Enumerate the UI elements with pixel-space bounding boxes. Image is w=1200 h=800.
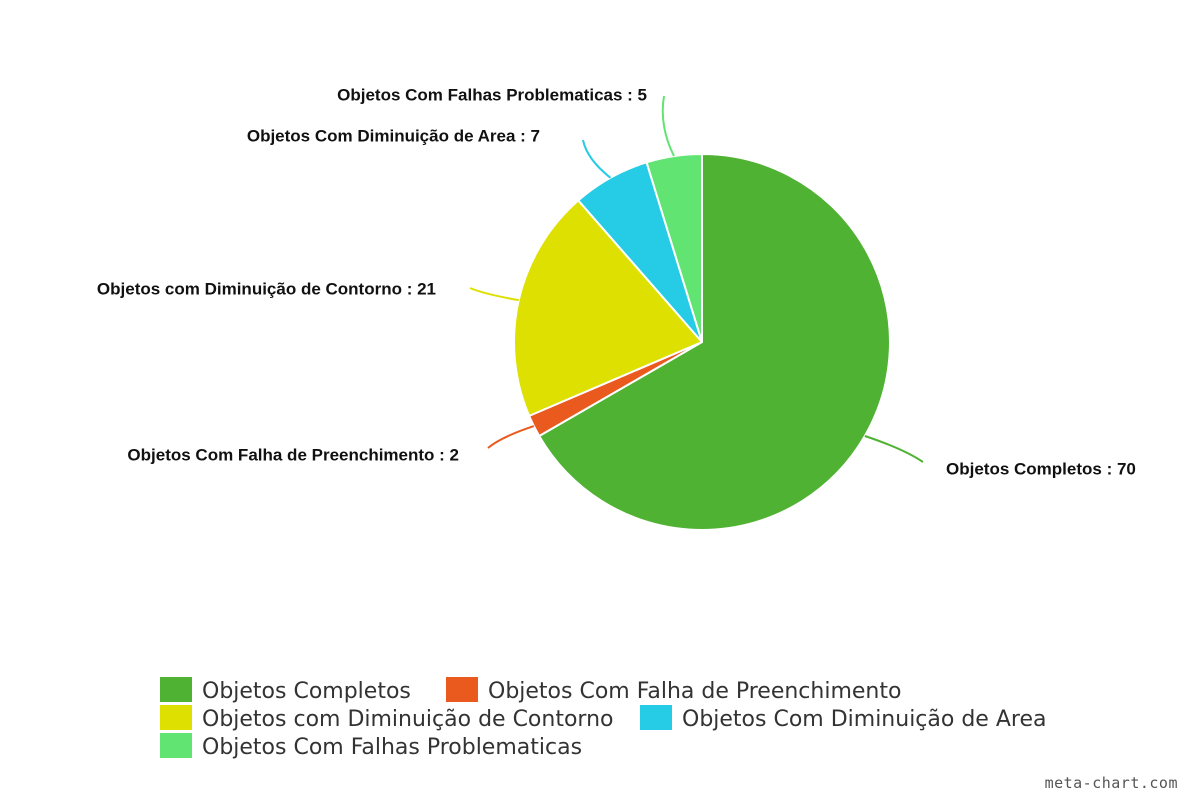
data-label-objetos-com-falhas-problematicas: Objetos Com Falhas Problematicas : 5	[337, 85, 647, 104]
legend-item-objetos-com-diminuicao-de-area[interactable]: Objetos Com Diminuição de Area	[640, 705, 1046, 732]
leader-line-objetos-com-falhas-problematicas	[661, 95, 675, 157]
legend-item-objetos-completos[interactable]: Objetos Completos	[160, 677, 411, 704]
legend-swatch	[640, 705, 672, 730]
legend-label: Objetos Com Falhas Problematicas	[202, 735, 582, 760]
legend-swatch	[160, 705, 192, 730]
legend-item-objetos-com-falhas-problematicas[interactable]: Objetos Com Falhas Problematicas	[160, 733, 582, 760]
legend-label: Objetos Com Diminuição de Area	[682, 707, 1046, 732]
pie-slice-objetos-com-diminuicao-de-contorno[interactable]	[513, 199, 703, 417]
legend-label: Objetos Com Falha de Preenchimento	[488, 679, 901, 704]
pie-slice-objetos-completos[interactable]	[538, 153, 891, 531]
legend: Objetos Completos Objetos Com Falha de Pr…	[160, 677, 1046, 760]
leader-line-objetos-completos	[864, 435, 924, 463]
legend-label: Objetos Completos	[202, 679, 411, 704]
data-label-objetos-com-falha-de-preenchimento: Objetos Com Falha de Preenchimento : 2	[127, 445, 459, 464]
watermark: meta-chart.com	[1044, 774, 1178, 792]
legend-label: Objetos com Diminuição de Contorno	[202, 707, 613, 732]
legend-item-objetos-com-diminuicao-de-contorno[interactable]: Objetos com Diminuição de Contorno	[160, 705, 613, 732]
data-label-objetos-completos: Objetos Completos : 70	[946, 459, 1136, 478]
data-labels: Objetos Completos : 70 Objetos Com Falha …	[97, 85, 1136, 478]
leader-line-objetos-com-diminuicao-de-contorno	[469, 287, 519, 302]
legend-swatch	[446, 677, 478, 702]
legend-item-objetos-com-falha-de-preenchimento[interactable]: Objetos Com Falha de Preenchimento	[446, 677, 901, 704]
data-label-objetos-com-diminuicao-de-area: Objetos Com Diminuição de Area : 7	[247, 126, 540, 145]
pie-slices	[513, 153, 891, 531]
leader-line-objetos-com-diminuicao-de-area	[582, 139, 612, 179]
data-label-objetos-com-diminuicao-de-contorno: Objetos com Diminuição de Contorno : 21	[97, 279, 436, 298]
leader-line-objetos-com-falha-de-preenchimento	[487, 425, 535, 449]
legend-swatch	[160, 733, 192, 758]
pie-slice-objetos-com-falhas-problematicas[interactable]	[645, 153, 703, 343]
legend-swatch	[160, 677, 192, 702]
label-leader-lines	[469, 95, 924, 463]
